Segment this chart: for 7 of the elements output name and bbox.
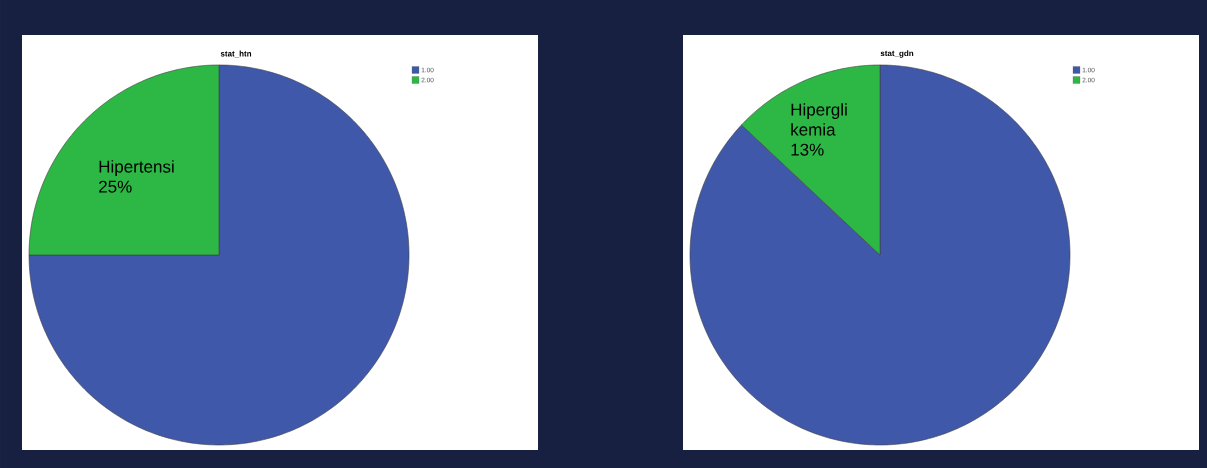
text: 13% — [791, 143, 824, 156]
text: Hipergli — [791, 103, 847, 120]
chart-title: stat_htn — [220, 50, 252, 58]
text: kemia — [791, 123, 836, 136]
text: 25% — [99, 180, 132, 193]
chart-title: stat_gdn — [880, 50, 914, 58]
text: Hipertensi — [99, 160, 174, 177]
